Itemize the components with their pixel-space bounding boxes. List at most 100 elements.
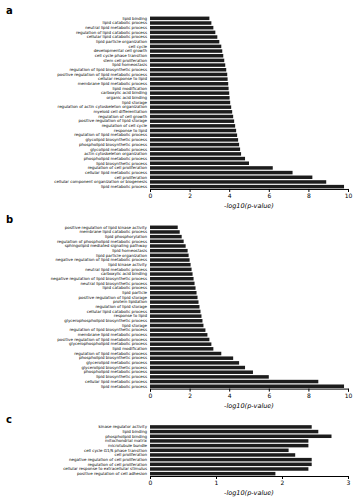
y-tick-label: lipid metabolic process — [101, 384, 147, 389]
bar — [150, 45, 221, 49]
bar — [150, 133, 237, 137]
bar — [150, 263, 191, 267]
y-tick: lipid metabolic process — [101, 384, 150, 389]
x-tick: 2 — [188, 189, 192, 199]
x-tick-label: 2 — [188, 392, 192, 399]
x-tick: 0 — [149, 476, 153, 486]
bar — [150, 272, 193, 276]
bar — [150, 87, 229, 91]
bar — [150, 63, 225, 67]
bar — [150, 249, 188, 253]
x-tick: 2 — [281, 476, 285, 486]
bar — [150, 54, 223, 58]
panel-title: a — [6, 5, 13, 16]
bar — [150, 152, 241, 156]
x-axis-title: -log10(p-value) — [224, 489, 274, 497]
bar — [150, 115, 233, 119]
bar — [150, 286, 196, 290]
x-tick: 8 — [307, 189, 311, 199]
bars — [150, 226, 344, 388]
x-tick: 4 — [228, 389, 232, 399]
bar — [150, 472, 275, 476]
bars — [150, 425, 332, 475]
bar — [150, 171, 293, 175]
bar — [150, 435, 332, 439]
bar — [150, 226, 178, 230]
bar — [150, 300, 199, 304]
y-axis: lipid bindinglipid catabolic processneut… — [54, 16, 150, 189]
bar — [150, 467, 308, 471]
x-axis-title: -log10(p-value) — [224, 202, 274, 210]
bar — [150, 82, 228, 86]
panel: lipid bindinglipid catabolic processneut… — [54, 16, 352, 210]
x-tick-label: 8 — [307, 192, 311, 199]
bar — [150, 176, 312, 180]
chart: lipid bindinglipid catabolic processneut… — [0, 0, 360, 500]
panel: kinase regulator activitylipid bindingph… — [63, 424, 350, 497]
bar — [150, 347, 213, 351]
y-tick-label: lipid metabolic process — [101, 184, 147, 189]
bar — [150, 314, 201, 318]
bar — [150, 235, 182, 239]
bar — [150, 143, 239, 147]
x-axis-title: -log10(p-value) — [224, 402, 274, 410]
bar — [150, 352, 221, 356]
bar — [150, 138, 238, 142]
x-tick: 6 — [267, 189, 271, 199]
bar — [150, 162, 249, 166]
bar — [150, 244, 186, 248]
bar — [150, 73, 227, 77]
y-tick: positive regulation of cell adhesion — [77, 471, 150, 476]
bar — [150, 68, 226, 72]
bar — [150, 342, 211, 346]
bar — [150, 230, 180, 234]
bar — [150, 439, 308, 443]
panel-title: b — [6, 214, 13, 225]
y-tick-label: positive regulation of cell adhesion — [77, 471, 147, 476]
bar — [150, 49, 222, 53]
y-axis: positive regulation of lipid kinase acti… — [51, 225, 150, 389]
bar — [150, 356, 233, 360]
bar — [150, 254, 189, 258]
bar — [150, 425, 312, 429]
x-tick-label: 10 — [345, 392, 353, 399]
x-axis-line — [151, 477, 349, 480]
bar — [150, 124, 235, 128]
bar — [150, 77, 228, 81]
x-tick: 8 — [307, 389, 311, 399]
bar — [150, 119, 234, 123]
x-tick-label: 4 — [228, 192, 232, 199]
bar — [150, 444, 308, 448]
y-axis: kinase regulator activitylipid bindingph… — [63, 424, 150, 476]
bar — [150, 147, 240, 151]
x-tick-label: 3 — [347, 479, 351, 486]
bar — [150, 17, 209, 21]
bar — [150, 21, 211, 25]
bar — [150, 101, 230, 105]
bar — [150, 370, 253, 374]
x-tick-label: 6 — [267, 192, 271, 199]
bar — [150, 105, 231, 109]
bar — [150, 338, 209, 342]
x-tick: 0 — [149, 189, 153, 199]
x-tick: 10 — [345, 189, 353, 199]
bar — [150, 319, 202, 323]
bar — [150, 277, 194, 281]
x-tick-label: 8 — [307, 392, 311, 399]
x-axis: 0123 — [149, 476, 351, 486]
bar — [150, 96, 230, 100]
x-tick-label: 2 — [188, 192, 192, 199]
bars — [150, 17, 344, 189]
x-tick: 6 — [267, 389, 271, 399]
bar — [150, 129, 236, 133]
bar — [150, 296, 198, 300]
x-tick-label: 6 — [267, 392, 271, 399]
bar — [150, 110, 232, 114]
bar — [150, 180, 326, 184]
bar — [150, 282, 195, 286]
panel: positive regulation of lipid kinase acti… — [51, 225, 353, 410]
x-tick-label: 0 — [149, 479, 153, 486]
x-axis-line — [151, 189, 349, 192]
bar — [150, 26, 213, 30]
bar — [150, 305, 200, 309]
